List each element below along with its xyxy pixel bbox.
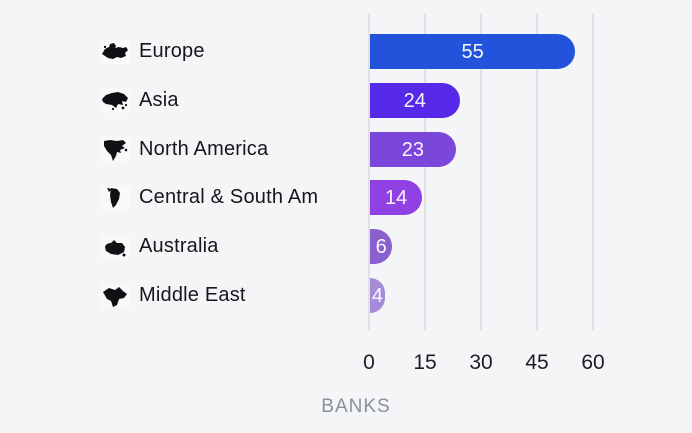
- category-label-central-south-am: Central & South Am: [100, 180, 318, 215]
- category-label-north-america: North America: [100, 132, 268, 167]
- bar-value-label: 55: [461, 40, 484, 63]
- category-label-asia: Asia: [100, 83, 179, 118]
- category-label-australia: Australia: [100, 229, 219, 264]
- x-tick-label: 0: [363, 351, 375, 374]
- category-label-text: Australia: [139, 235, 219, 257]
- x-tick-label: 60: [581, 351, 605, 374]
- gridline: [480, 13, 482, 331]
- bar-europe: 55: [370, 34, 576, 69]
- bar-north-america: 23: [370, 132, 456, 167]
- x-tick-label: 15: [413, 351, 437, 374]
- gridline: [424, 13, 426, 331]
- category-label-text: Asia: [139, 89, 179, 111]
- south-america-map-icon: [100, 185, 130, 210]
- x-tick-label: 45: [525, 351, 549, 374]
- north-america-map-icon: [100, 137, 130, 162]
- x-tick-label: 30: [469, 351, 493, 374]
- bar-value-label: 24: [403, 89, 426, 112]
- bar-australia: 6: [370, 229, 393, 264]
- bar-value-label: 14: [385, 186, 408, 209]
- gridline: [536, 13, 538, 331]
- bar-middle-east: 4: [370, 278, 385, 313]
- bar-value-label: 4: [371, 284, 384, 307]
- bar-value-label: 23: [401, 138, 425, 161]
- category-label-middle-east: Middle East: [100, 278, 246, 313]
- australia-map-icon: [100, 234, 130, 259]
- gridline: [368, 13, 370, 331]
- category-label-europe: Europe: [100, 34, 205, 69]
- middle-east-map-icon: [100, 283, 130, 308]
- category-label-text: Europe: [139, 40, 205, 62]
- bar-value-label: 6: [375, 235, 387, 258]
- asia-map-icon: [100, 88, 130, 113]
- category-label-text: Central & South Am: [139, 186, 319, 208]
- x-axis-title: BANKS: [321, 396, 391, 417]
- bar-asia: 24: [370, 83, 460, 118]
- gridline: [592, 13, 594, 331]
- category-label-text: Middle East: [139, 284, 246, 306]
- europe-map-icon: [100, 39, 130, 64]
- category-label-text: North America: [139, 138, 269, 160]
- bar-central-south-am: 14: [370, 180, 423, 215]
